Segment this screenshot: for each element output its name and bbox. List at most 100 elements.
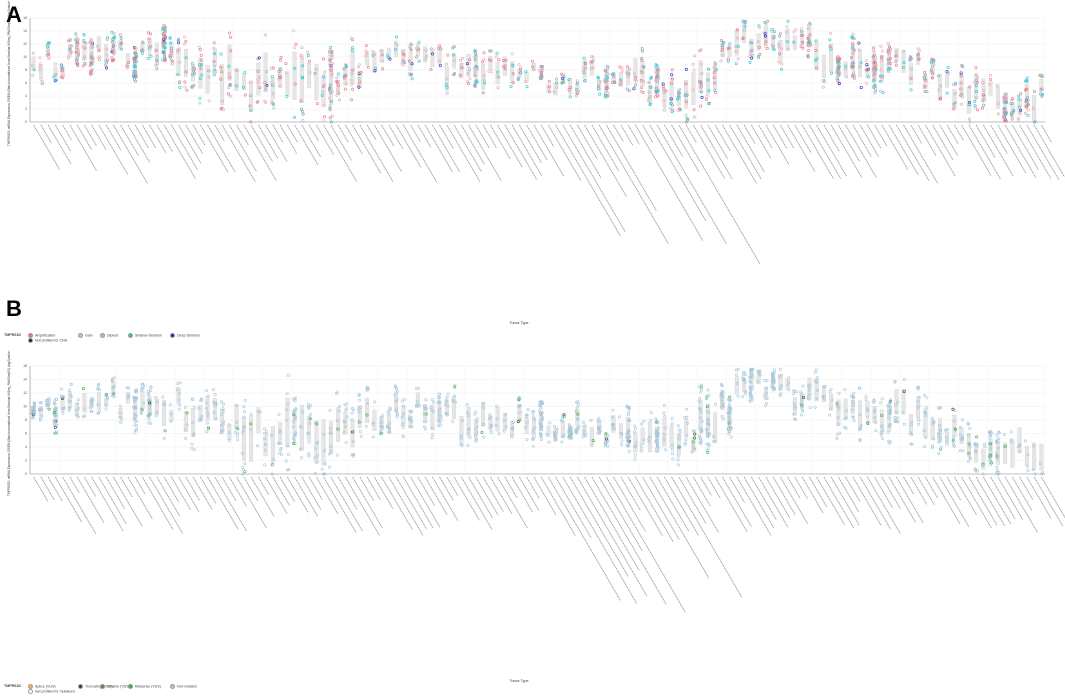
data-point bbox=[808, 406, 812, 410]
legend-item: Diploid bbox=[100, 333, 118, 338]
data-point bbox=[111, 386, 115, 390]
data-point bbox=[995, 451, 999, 455]
x-tick-label bbox=[265, 476, 288, 514]
data-point bbox=[185, 411, 189, 415]
data-point bbox=[465, 62, 469, 66]
data-point bbox=[451, 46, 455, 50]
data-point bbox=[582, 65, 586, 69]
data-point bbox=[460, 419, 464, 423]
data-point bbox=[105, 36, 109, 40]
data-point bbox=[864, 81, 868, 85]
data-point bbox=[539, 434, 543, 438]
data-point bbox=[90, 54, 94, 58]
x-tick-label bbox=[1040, 124, 1052, 143]
data-point bbox=[611, 80, 615, 84]
data-point bbox=[647, 96, 651, 100]
data-point bbox=[47, 41, 51, 45]
data-point bbox=[401, 425, 405, 429]
x-tick-label bbox=[62, 124, 72, 141]
data-point bbox=[242, 415, 246, 419]
data-point bbox=[211, 388, 215, 392]
data-point bbox=[371, 421, 375, 425]
x-tick-label bbox=[736, 476, 772, 536]
data-point bbox=[234, 69, 238, 73]
data-point bbox=[597, 416, 601, 420]
data-point bbox=[278, 84, 282, 88]
data-point bbox=[728, 406, 732, 410]
data-point bbox=[155, 55, 159, 59]
data-point bbox=[148, 408, 152, 412]
data-point bbox=[656, 444, 660, 448]
data-point bbox=[264, 88, 268, 92]
data-point bbox=[974, 66, 978, 70]
x-tick-label bbox=[156, 124, 173, 153]
data-point bbox=[657, 426, 661, 430]
data-point bbox=[908, 431, 912, 435]
data-point bbox=[436, 419, 440, 423]
data-point bbox=[748, 390, 752, 394]
data-point bbox=[374, 66, 378, 70]
data-point bbox=[858, 439, 862, 443]
data-point bbox=[141, 40, 145, 44]
data-point bbox=[748, 40, 752, 44]
data-point bbox=[619, 83, 623, 87]
data-point bbox=[639, 69, 643, 73]
data-point bbox=[438, 407, 442, 411]
data-point bbox=[459, 58, 463, 62]
x-tick-label bbox=[750, 476, 777, 521]
legend-swatch bbox=[100, 684, 105, 689]
data-point bbox=[178, 403, 182, 407]
data-point bbox=[475, 424, 479, 428]
data-point bbox=[995, 453, 999, 457]
box-mark bbox=[466, 407, 471, 437]
data-point bbox=[691, 444, 695, 448]
data-point bbox=[285, 94, 289, 98]
data-point bbox=[873, 91, 877, 95]
data-point bbox=[205, 430, 209, 434]
data-point bbox=[453, 385, 457, 389]
data-point bbox=[983, 444, 987, 448]
data-point bbox=[683, 442, 687, 446]
data-point bbox=[770, 385, 774, 389]
data-point bbox=[656, 73, 660, 77]
data-point bbox=[197, 63, 201, 67]
data-point bbox=[627, 410, 631, 414]
data-point bbox=[487, 69, 491, 73]
data-point bbox=[270, 75, 274, 79]
data-point bbox=[133, 423, 137, 427]
data-point bbox=[204, 388, 208, 392]
data-point bbox=[894, 59, 898, 63]
x-tick-label bbox=[344, 124, 363, 155]
data-point bbox=[800, 42, 804, 46]
data-point bbox=[60, 67, 64, 71]
data-point bbox=[684, 82, 688, 86]
data-point bbox=[750, 56, 754, 60]
data-point bbox=[626, 432, 630, 436]
data-point bbox=[291, 411, 295, 415]
data-point bbox=[1025, 96, 1029, 100]
data-point bbox=[459, 443, 463, 447]
data-point bbox=[575, 400, 579, 404]
box-mark bbox=[546, 425, 551, 437]
data-point bbox=[634, 441, 638, 445]
x-tick-label bbox=[323, 476, 357, 534]
data-point bbox=[828, 413, 832, 417]
x-tick-label bbox=[417, 124, 432, 148]
data-point bbox=[887, 424, 891, 428]
x-tick-label bbox=[946, 124, 959, 145]
data-point bbox=[1017, 444, 1021, 448]
data-point bbox=[487, 416, 491, 420]
data-point bbox=[873, 72, 877, 76]
data-point bbox=[350, 411, 354, 415]
data-point bbox=[142, 401, 146, 405]
x-tick-label bbox=[359, 124, 394, 183]
data-point bbox=[743, 392, 747, 396]
data-point bbox=[838, 82, 842, 86]
x-tick-label bbox=[410, 476, 441, 528]
x-tick-label bbox=[671, 476, 743, 598]
data-point bbox=[55, 423, 59, 427]
data-point bbox=[852, 70, 856, 74]
data-point bbox=[968, 85, 972, 89]
box-mark bbox=[336, 407, 341, 442]
data-point bbox=[961, 435, 965, 439]
